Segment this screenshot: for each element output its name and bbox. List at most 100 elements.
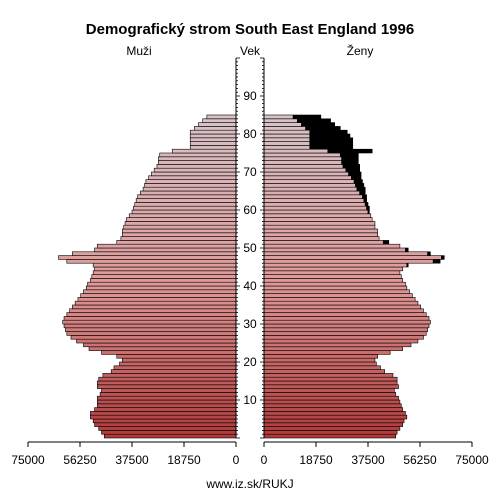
age-tick-label: 10 [243, 393, 257, 407]
x-axis: 75000 56250 37500 18750 0 0 18750 37500 56250 750… [11, 441, 489, 467]
male-bar-age-60 [133, 205, 237, 211]
female-bar-age-13 [263, 384, 399, 389]
female-excess-bar-age-61 [364, 202, 369, 207]
male-bar-age-41 [90, 278, 237, 283]
female-bar-age-56 [263, 221, 376, 226]
female-bar-age-37 [263, 293, 413, 298]
female-bar-age-17 [263, 369, 385, 374]
male-bar-age-29 [63, 323, 237, 329]
male-bar-age-83 [202, 118, 237, 123]
male-bar-age-61 [134, 202, 237, 207]
age-axis-label: Vek [240, 44, 261, 58]
male-bar-age-4 [92, 418, 237, 424]
female-excess-bar-age-80 [309, 129, 348, 135]
female-bar-age-7 [263, 407, 403, 412]
male-bar-age-58 [128, 213, 237, 218]
male-bar-age-30 [62, 319, 237, 325]
female-x-tick-label: 75000 [455, 453, 489, 467]
female-bar-age-23 [263, 346, 403, 351]
female-bar-age-8 [263, 403, 402, 408]
male-bar-age-18 [113, 365, 237, 370]
female-bar-age-26 [263, 335, 424, 340]
female-bar-age-31 [263, 316, 430, 321]
female-bar-age-16 [263, 373, 394, 378]
male-bar-age-72 [158, 160, 237, 165]
female-bar-age-14 [263, 380, 398, 386]
age-tick-label: 80 [243, 127, 257, 141]
male-bar-age-10 [97, 395, 237, 401]
female-bar-age-9 [263, 399, 401, 405]
female-bar-age-27 [263, 331, 427, 336]
female-bar-age-24 [263, 342, 412, 348]
male-bar-age-69 [151, 171, 237, 177]
female-x-tick-label: 37500 [351, 453, 385, 467]
female-bar-age-73 [263, 156, 342, 161]
male-bar-age-20 [121, 357, 237, 363]
male-bar-age-82 [198, 122, 237, 127]
male-bar-age-75 [171, 148, 237, 154]
male-bar-age-79 [189, 133, 237, 139]
male-bar-age-32 [66, 312, 237, 317]
female-bar-age-70 [263, 167, 347, 173]
female-excess-bar-age-59 [367, 209, 370, 215]
female-bar-age-43 [263, 270, 401, 275]
female-excess-bar-age-45 [406, 262, 409, 268]
male-bar-age-19 [119, 361, 237, 367]
female-bar-age-25 [263, 338, 419, 344]
male-bar-age-84 [206, 114, 237, 120]
footer-url: www.iz.sk/RUKJ [205, 477, 293, 491]
male-x-tick-label: 18750 [167, 453, 201, 467]
male-bar-age-73 [158, 156, 237, 161]
female-bar-age-80 [263, 129, 311, 135]
female-bar-age-35 [263, 300, 419, 306]
female-excess-bar-age-66 [355, 183, 365, 188]
female-bar-age-15 [263, 376, 398, 382]
female-excess-bar-age-46 [432, 259, 441, 264]
female-bar-age-72 [263, 160, 342, 165]
female-excess-bar-age-78 [309, 137, 354, 142]
male-bar-age-3 [94, 422, 237, 427]
female-bar-age-38 [263, 289, 410, 294]
female-bar-age-32 [263, 312, 427, 317]
male-bar-age-15 [98, 376, 237, 382]
male-bar-age-34 [72, 304, 237, 310]
female-bar-age-84 [263, 114, 294, 120]
female-bar-age-0 [263, 433, 397, 439]
female-excess-bar-age-79 [309, 133, 351, 139]
female-bar-age-78 [263, 137, 311, 142]
male-bar-age-31 [63, 316, 237, 321]
female-bar-age-60 [263, 205, 367, 211]
female-excess-bar-age-81 [305, 126, 341, 131]
male-bar-age-26 [70, 335, 237, 340]
female-excess-bar-age-70 [345, 167, 360, 173]
male-bar-age-55 [123, 224, 237, 230]
female-bar-age-1 [263, 430, 398, 435]
female-bar-age-71 [263, 164, 344, 169]
female-bar-age-36 [263, 297, 416, 302]
male-bar-age-80 [189, 129, 237, 135]
male-bar-age-13 [97, 384, 237, 389]
female-bar-age-75 [263, 148, 329, 154]
female-bar-age-18 [263, 365, 381, 370]
female-excess-bar-age-67 [353, 179, 363, 184]
female-bar-age-40 [263, 281, 406, 287]
male-bar-age-1 [101, 430, 237, 435]
age-tick-label: 60 [243, 203, 257, 217]
female-excess-bar-age-73 [341, 156, 359, 161]
male-bar-age-53 [121, 232, 237, 237]
male-bar-age-8 [97, 403, 237, 408]
female-bar-age-12 [263, 388, 395, 393]
male-bar-age-9 [97, 399, 237, 405]
male-bar-age-66 [144, 183, 237, 188]
chart-title: Demografický strom South East England 19… [86, 21, 414, 38]
male-bar-age-81 [194, 126, 237, 131]
male-bar-age-23 [88, 346, 237, 351]
male-bar-age-2 [98, 426, 237, 431]
male-bar-age-45 [92, 262, 237, 268]
male-bar-age-6 [90, 411, 237, 416]
female-bar-age-64 [263, 190, 360, 196]
male-bar-age-0 [103, 433, 237, 439]
male-bar-age-50 [97, 243, 237, 249]
male-bar-age-48 [72, 251, 237, 256]
female-bar-age-76 [263, 145, 311, 150]
